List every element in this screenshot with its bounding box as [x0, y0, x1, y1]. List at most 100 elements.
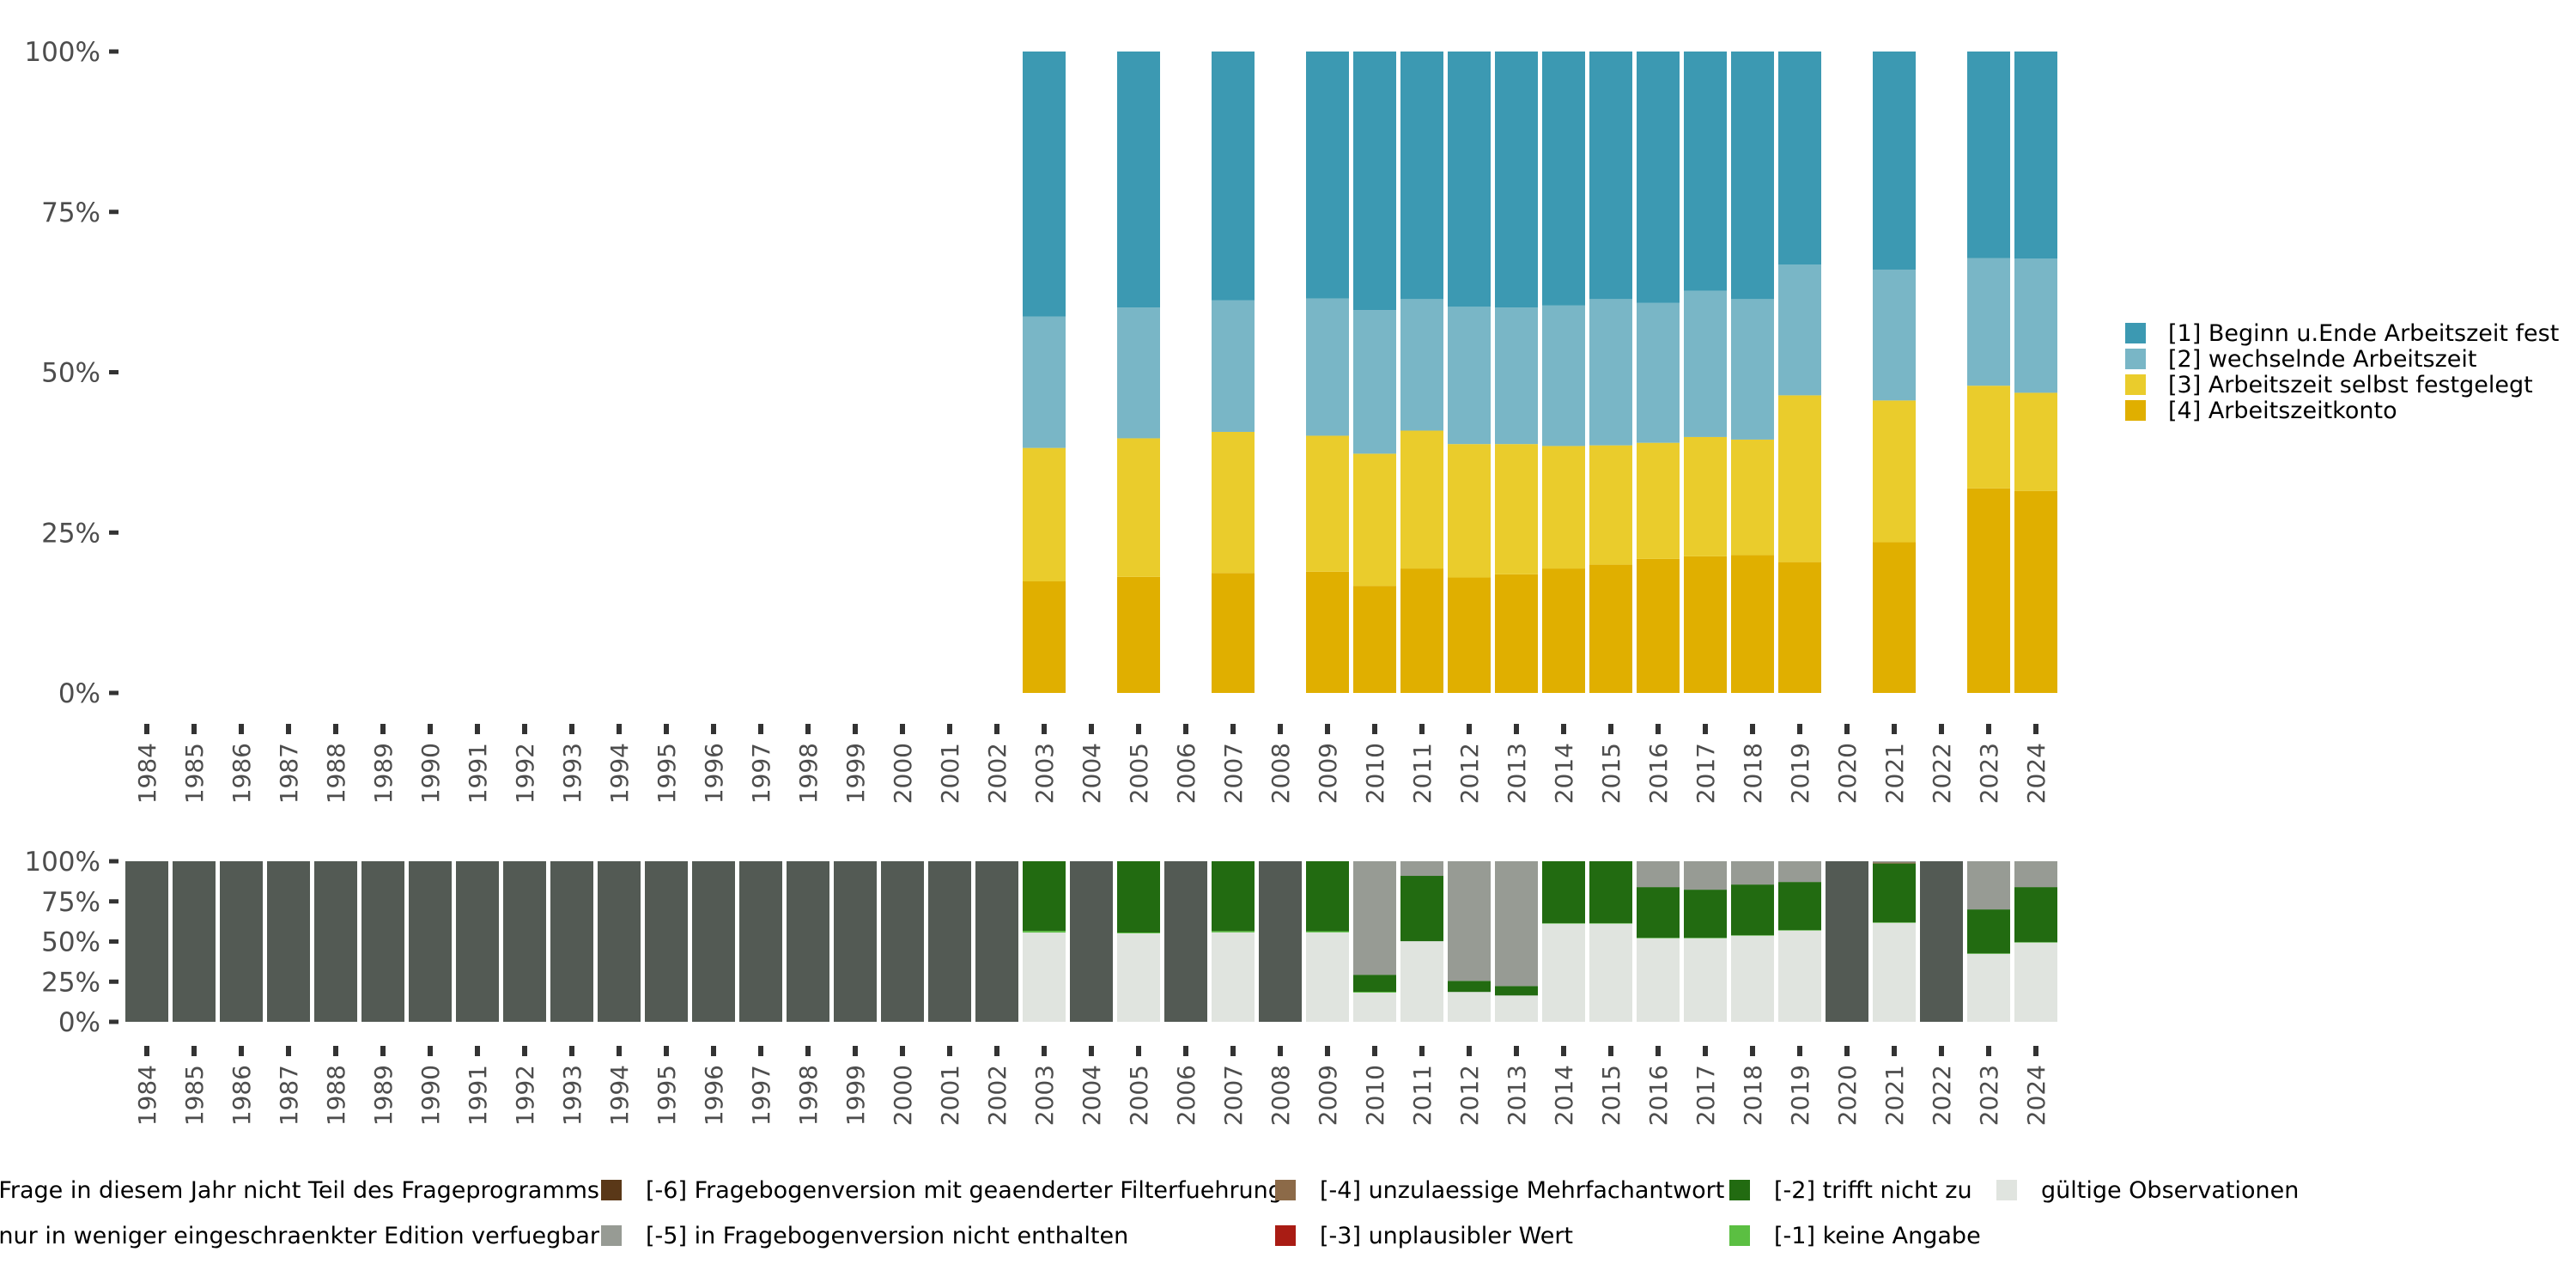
x-tick-label: 2017: [1692, 1065, 1720, 1126]
x-tick-mark: [144, 724, 149, 734]
x-tick-label: 1995: [653, 1065, 681, 1126]
bar-segment: [1873, 861, 1916, 863]
bar-segment: [1637, 887, 1680, 939]
y-tick-label: 75%: [41, 197, 100, 228]
bar-segment: [1448, 577, 1491, 693]
x-tick-label: 2016: [1644, 1065, 1673, 1126]
bar-segment: [1542, 568, 1585, 693]
x-tick-mark: [1183, 724, 1188, 734]
legend-swatch: [2125, 349, 2146, 369]
bar-segment: [1353, 975, 1396, 993]
x-tick-label: 2010: [1361, 1065, 1389, 1126]
y-tick-label: 50%: [41, 358, 100, 389]
x-tick-mark: [1986, 724, 1991, 734]
x-tick-mark: [1419, 724, 1425, 734]
bar-segment: [1684, 290, 1727, 437]
bar-segment: [1212, 861, 1255, 932]
bar-segment: [1448, 992, 1491, 1022]
bar-segment: [787, 861, 829, 1022]
x-tick-label: 2007: [1219, 1065, 1248, 1126]
x-tick-mark: [1372, 724, 1377, 734]
bar-segment: [928, 861, 971, 1022]
bar-segment: [1448, 444, 1491, 578]
x-tick-label: 1991: [464, 1065, 492, 1126]
bar-segment: [1164, 861, 1207, 1022]
bar-segment: [1967, 488, 2010, 693]
bar-segment: [834, 861, 877, 1022]
bar-segment: [267, 861, 310, 1022]
legend-swatch: [2125, 323, 2146, 343]
bar-segment: [1542, 923, 1585, 1022]
x-tick-label: 1990: [416, 743, 445, 804]
x-tick-label: 1987: [275, 743, 303, 804]
x-tick-mark: [239, 724, 244, 734]
x-tick-label: 2003: [1030, 1065, 1059, 1126]
bar-segment: [1117, 438, 1160, 577]
x-tick-mark: [1089, 1046, 1094, 1056]
y-tick-mark: [109, 530, 118, 535]
bar-segment: [1023, 447, 1066, 582]
x-tick-mark: [1608, 1046, 1613, 1056]
legend-swatch: [2125, 374, 2146, 395]
y-tick-mark: [109, 1019, 118, 1024]
x-tick-mark: [428, 1046, 433, 1056]
x-tick-mark: [1278, 1046, 1283, 1056]
bar-segment: [1731, 52, 1774, 300]
bar-segment: [1873, 863, 1916, 923]
bar-segment: [1212, 300, 1255, 432]
bar-segment: [1731, 439, 1774, 556]
bar-segment: [1637, 52, 1680, 303]
bar-segment: [1684, 861, 1727, 890]
x-tick-mark: [805, 1046, 811, 1056]
bar-segment: [1117, 861, 1160, 933]
x-tick-mark: [1183, 1046, 1188, 1056]
x-tick-label: 2006: [1172, 743, 1200, 804]
bar-segment: [1731, 861, 1774, 885]
bar-segment: [1873, 400, 1916, 543]
bar-segment: [1117, 52, 1160, 308]
bar-segment: [1637, 302, 1680, 443]
y-tick-label: 25%: [41, 967, 100, 998]
x-tick-mark: [853, 1046, 858, 1056]
legend-swatch: [1729, 1225, 1750, 1246]
bar-segment: [1306, 571, 1349, 693]
bar-segment: [645, 861, 688, 1022]
x-tick-mark: [1514, 1046, 1519, 1056]
bar-segment: [1684, 436, 1727, 556]
bar-segment: [1212, 932, 1255, 1022]
y-tick-label: 100%: [24, 37, 100, 68]
bar-segment: [1778, 562, 1821, 693]
y-tick-mark: [109, 690, 118, 696]
x-tick-mark: [428, 724, 433, 734]
x-tick-label: 2015: [1597, 1065, 1625, 1126]
bar-segment: [1353, 453, 1396, 586]
y-tick-label: 25%: [41, 518, 100, 549]
bar-segment: [1306, 52, 1349, 299]
bar-segment: [2014, 490, 2057, 693]
x-tick-label: 1989: [369, 1065, 398, 1126]
x-tick-label: 2004: [1078, 1065, 1106, 1126]
bar-segment: [550, 861, 593, 1022]
x-tick-mark: [239, 1046, 244, 1056]
x-tick-label: 2012: [1455, 1065, 1484, 1126]
x-tick-mark: [1230, 1046, 1236, 1056]
y-tick-mark: [109, 210, 118, 215]
bar-segment: [1023, 933, 1066, 1022]
bar-segment: [1542, 305, 1585, 447]
bar-segment: [1400, 568, 1443, 693]
x-tick-label: 2008: [1267, 1065, 1295, 1126]
x-tick-mark: [711, 1046, 716, 1056]
x-tick-label: 1997: [747, 1065, 775, 1126]
bar-segment: [1778, 52, 1821, 265]
x-tick-mark: [1750, 1046, 1755, 1056]
x-tick-label: 2018: [1739, 1065, 1767, 1126]
x-tick-label: 1992: [511, 743, 539, 804]
bar-segment: [1684, 890, 1727, 939]
x-tick-mark: [2033, 1046, 2038, 1056]
bar-segment: [1967, 258, 2010, 386]
legend-swatch: [2125, 400, 2146, 421]
bar-segment: [1353, 310, 1396, 454]
legend-swatch: [1275, 1225, 1296, 1246]
legend-label: [4] Arbeitszeitkonto: [2168, 398, 2397, 424]
bar-segment: [1306, 931, 1349, 933]
